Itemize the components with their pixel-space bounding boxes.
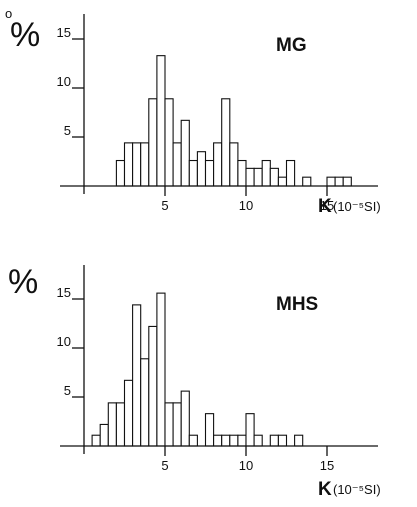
histogram-bar: [148, 325, 158, 447]
x-tick-label: 5: [161, 198, 168, 213]
bars-top: [115, 55, 352, 187]
histogram-bar: [269, 434, 279, 447]
histogram-bar: [99, 423, 109, 447]
x-axis-label-bottom: K: [318, 479, 332, 500]
histogram-bar: [245, 167, 255, 187]
histogram-bar: [115, 402, 126, 447]
x-tick-label: 10: [239, 198, 253, 213]
histogram-bar: [302, 176, 312, 187]
histogram-bar: [334, 176, 344, 187]
histogram-bar: [285, 159, 296, 187]
histogram-bar: [123, 142, 134, 187]
histogram-bar: [204, 413, 215, 447]
y-tick-label: 5: [64, 123, 71, 138]
histogram-bar: [156, 292, 166, 447]
histogram-bar: [123, 379, 134, 447]
histogram-bar: [148, 98, 158, 187]
x-axis-unit-top: (10⁻⁵SI): [333, 199, 381, 214]
histogram-bar: [221, 434, 231, 447]
histogram-bar: [237, 159, 247, 187]
histogram-bar: [164, 98, 174, 187]
x-axis-label-top: K: [318, 196, 332, 217]
bars-bottom: [91, 292, 304, 447]
y-tick-label: 10: [57, 334, 71, 349]
histogram-bar: [213, 434, 223, 447]
y-axis-label-bottom: %: [8, 263, 38, 301]
histogram-bar: [188, 159, 198, 187]
x-tick-label: 15: [320, 198, 334, 213]
histogram-bar: [294, 434, 304, 447]
histogram-bar: [342, 176, 352, 187]
histogram-bar: [213, 142, 223, 187]
histogram-bar: [91, 434, 101, 447]
y-tick-label: 15: [57, 285, 71, 300]
y-tick-label: 15: [57, 25, 71, 40]
histogram-bar: [107, 402, 117, 447]
x-tick-label: 10: [239, 458, 253, 473]
x-tick-label: 5: [161, 458, 168, 473]
histogram-bar: [253, 434, 263, 447]
axes-bottom: 5 10 15 5 10 15: [57, 265, 378, 473]
histogram-bar: [132, 304, 142, 447]
histogram-bar: [172, 142, 182, 187]
histogram-bar: [156, 55, 166, 187]
histogram-bar: [180, 119, 190, 187]
histogram-bar: [196, 151, 207, 187]
axes-top: 5 10 15 5 10 15: [57, 14, 378, 213]
histogram-bar: [269, 167, 279, 187]
histogram-bar: [237, 434, 247, 447]
y-tick-label: 10: [57, 74, 71, 89]
y-tick-label: 5: [64, 383, 71, 398]
histogram-bar: [115, 159, 126, 187]
histogram-bar: [204, 159, 215, 187]
histogram-panel-mg: o % MG K (10⁻⁵SI) 5 10 15 5 10 15: [5, 6, 381, 217]
panel-title-mg: MG: [276, 35, 307, 56]
histogram-bar: [229, 434, 239, 447]
panel-title-mhs: MHS: [276, 294, 318, 315]
histogram-bar: [277, 176, 288, 187]
histogram-bar: [140, 142, 150, 187]
histogram-bar: [140, 358, 150, 447]
histogram-bar: [164, 402, 174, 447]
histogram-bar: [245, 413, 255, 447]
y-unit-percent-mark-top: o: [5, 6, 12, 21]
histogram-bar: [229, 142, 239, 187]
histogram-bar: [277, 434, 288, 447]
x-tick-label: 15: [320, 458, 334, 473]
histogram-panel-mhs: % MHS K (10⁻⁵SI) 5 10 15 5 10 15: [8, 263, 381, 500]
histogram-bar: [188, 434, 198, 447]
histogram-bar: [132, 142, 142, 187]
y-axis-label-top: %: [10, 16, 40, 54]
histogram-bar: [261, 159, 271, 187]
histogram-bar: [180, 390, 190, 447]
histogram-bar: [172, 402, 182, 447]
histogram-bar: [326, 176, 336, 187]
histogram-bar: [253, 167, 263, 187]
x-axis-unit-bottom: (10⁻⁵SI): [333, 482, 381, 497]
histogram-bar: [221, 98, 231, 187]
